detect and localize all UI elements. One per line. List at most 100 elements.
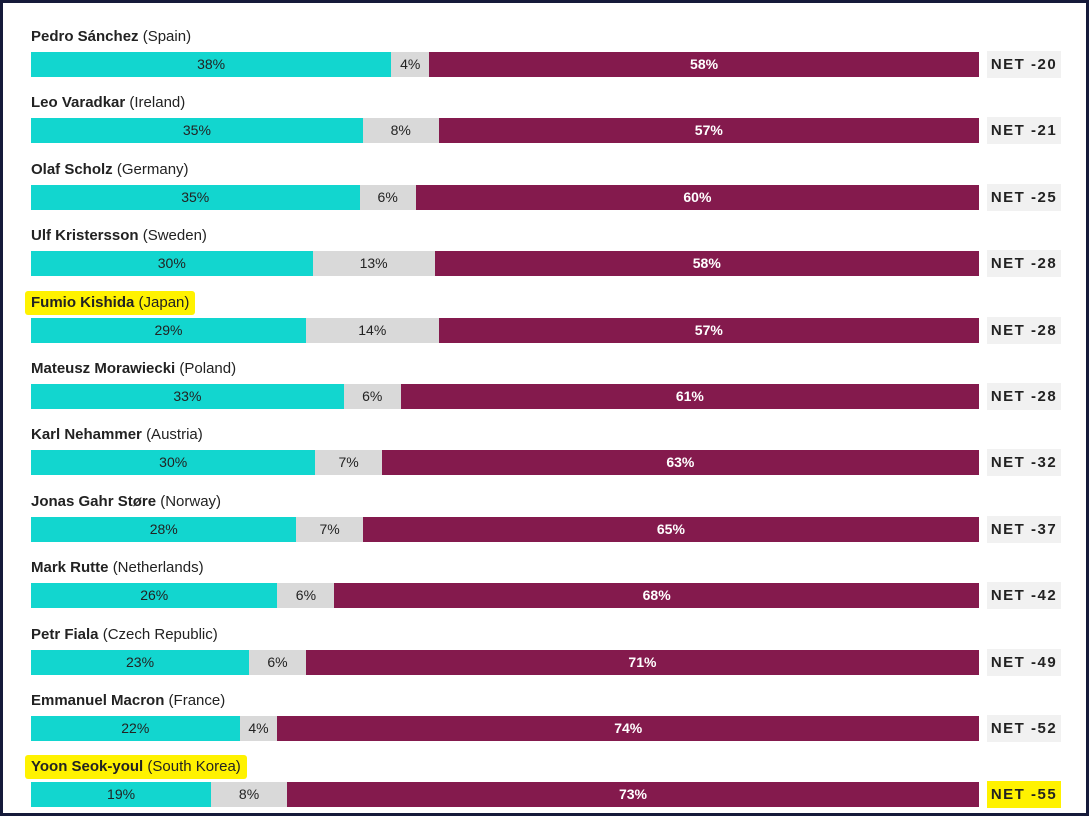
chart-row: Mark Rutte (Netherlands) 26% 6% 68% NET -42	[3, 548, 1089, 614]
disapprove-bar-segment: 58%	[434, 251, 979, 277]
disapprove-bar-segment: 57%	[438, 317, 979, 343]
net-score-label: NET -49	[987, 648, 1061, 676]
dont-know-bar-segment: 13%	[312, 251, 435, 277]
stacked-bar: 28% 7% 65%	[31, 516, 979, 542]
net-score-label: NET -32	[987, 449, 1061, 477]
net-score-label: NET -42	[987, 582, 1061, 610]
leader-label: Ulf Kristersson (Sweden)	[25, 224, 213, 248]
leader-label: Olaf Scholz (Germany)	[25, 158, 195, 182]
chart-row: Ulf Kristersson (Sweden) 30% 13% 58% NET -28	[3, 216, 1089, 282]
net-score-label: NET -20	[987, 51, 1061, 78]
country-name: (Norway)	[160, 492, 222, 510]
chart-row: Jonas Gahr Støre (Norway) 28% 7% 65% NET -37	[3, 482, 1089, 548]
leader-name: Karl Nehammer	[31, 426, 142, 444]
approve-bar-segment: 35%	[31, 118, 363, 144]
disapprove-bar-segment: 60%	[415, 184, 979, 210]
chart-row: Pedro Sánchez (Spain) 38% 4% 58% NET -20	[3, 17, 1089, 83]
leader-name: Mateusz Morawiecki	[31, 360, 176, 377]
chart-row: Emmanuel Macron (France) 22% 4% 74% NET -52	[3, 681, 1089, 747]
leader-label: Jonas Gahr Støre (Norway)	[25, 490, 227, 514]
approve-bar-segment: 23%	[31, 649, 250, 675]
chart-row: Mateusz Morawiecki (Poland) 33% 6% 61% NET -…	[3, 349, 1089, 415]
leader-name: Emmanuel Macron	[31, 692, 165, 709]
chart-row: Karl Nehammer (Austria) 30% 7% 63% NET -32	[3, 415, 1089, 481]
approve-bar-segment: 38%	[31, 52, 392, 77]
stacked-bar: 29% 14% 57%	[31, 317, 979, 343]
stacked-bar: 35% 6% 60%	[31, 184, 979, 210]
country-name: (Austria)	[146, 426, 203, 444]
leader-label: Leo Varadkar (Ireland)	[25, 91, 191, 115]
approve-bar-segment: 19%	[31, 782, 212, 808]
dont-know-bar-segment: 4%	[391, 52, 430, 77]
dont-know-bar-segment: 7%	[315, 450, 382, 476]
net-score-label: NET -28	[987, 250, 1061, 278]
stacked-bar: 38% 4% 58%	[31, 52, 979, 77]
chart-row: Fumio Kishida (Japan) 29% 14% 57% NET -28	[3, 283, 1089, 349]
disapprove-bar-segment: 73%	[286, 782, 979, 808]
approve-bar-segment: 35%	[31, 184, 360, 210]
approve-bar-segment: 28%	[31, 516, 297, 542]
leader-name: Jonas Gahr Støre	[31, 492, 157, 510]
dont-know-bar-segment: 6%	[343, 384, 401, 409]
leader-name: Fumio Kishida	[31, 293, 135, 311]
leader-label: Emmanuel Macron (France)	[25, 689, 231, 713]
approve-bar-segment: 26%	[31, 583, 278, 609]
dont-know-bar-segment: 8%	[362, 118, 439, 144]
leader-label: Mark Rutte (Netherlands)	[25, 556, 210, 580]
leader-name: Leo Varadkar	[31, 94, 126, 112]
country-name: (Spain)	[142, 28, 192, 45]
net-score-label: NET -21	[987, 117, 1061, 145]
approve-bar-segment: 29%	[31, 317, 306, 343]
disapprove-bar-segment: 68%	[334, 583, 979, 609]
stacked-bar: 35% 8% 57%	[31, 118, 979, 144]
dont-know-bar-segment: 6%	[249, 649, 306, 675]
disapprove-bar-segment: 61%	[400, 384, 979, 409]
disapprove-bar-segment: 58%	[429, 52, 979, 77]
chart-row: Leo Varadkar (Ireland) 35% 8% 57% NET -21	[3, 83, 1089, 149]
country-name: (Ireland)	[129, 94, 186, 112]
stacked-bar: 30% 13% 58%	[31, 251, 979, 277]
approve-bar-segment: 22%	[31, 716, 240, 741]
country-name: (Netherlands)	[112, 559, 204, 577]
leader-label: Yoon Seok-youl (South Korea)	[25, 755, 247, 780]
dont-know-bar-segment: 4%	[239, 716, 278, 741]
leader-name: Mark Rutte	[31, 559, 109, 577]
country-name: (Sweden)	[142, 227, 207, 245]
dont-know-bar-segment: 8%	[211, 782, 287, 808]
stacked-bar: 30% 7% 63%	[31, 450, 979, 476]
stacked-bar: 22% 4% 74%	[31, 716, 979, 741]
leader-label: Mateusz Morawiecki (Poland)	[25, 357, 242, 381]
approve-bar-segment: 33%	[31, 384, 344, 409]
chart-row: Petr Fiala (Czech Republic) 23% 6% 71% NET -…	[3, 615, 1089, 681]
leader-label: Fumio Kishida (Japan)	[25, 290, 196, 315]
dont-know-bar-segment: 6%	[359, 184, 416, 210]
leader-name: Petr Fiala	[31, 625, 99, 643]
disapprove-bar-segment: 57%	[438, 118, 979, 144]
net-score-label: NET -52	[987, 715, 1061, 742]
net-score-label: NET -25	[987, 183, 1061, 211]
country-name: (France)	[168, 692, 226, 709]
stacked-bar: 19% 8% 73%	[31, 782, 979, 808]
chart-row: Olaf Scholz (Germany) 35% 6% 60% NET -25	[3, 150, 1089, 216]
net-score-label: NET -28	[987, 316, 1061, 344]
leader-name: Olaf Scholz	[31, 160, 113, 178]
net-score-label: NET -55	[987, 781, 1061, 809]
dont-know-bar-segment: 7%	[296, 516, 363, 542]
disapprove-bar-segment: 65%	[362, 516, 979, 542]
disapprove-bar-segment: 74%	[277, 716, 979, 741]
leader-label: Petr Fiala (Czech Republic)	[25, 623, 224, 647]
stacked-bar: 23% 6% 71%	[31, 649, 979, 675]
disapprove-bar-segment: 71%	[305, 649, 979, 675]
leader-name: Ulf Kristersson	[31, 227, 139, 245]
country-name: (Poland)	[179, 360, 237, 377]
stacked-bar: 26% 6% 68%	[31, 583, 979, 609]
approve-bar-segment: 30%	[31, 251, 313, 277]
dont-know-bar-segment: 14%	[305, 317, 439, 343]
approve-bar-segment: 30%	[31, 450, 316, 476]
leader-label: Pedro Sánchez (Spain)	[25, 25, 197, 49]
net-score-label: NET -37	[987, 515, 1061, 543]
country-name: (Czech Republic)	[102, 625, 218, 643]
leader-name: Yoon Seok-youl	[31, 758, 144, 776]
country-name: (Germany)	[116, 160, 189, 178]
